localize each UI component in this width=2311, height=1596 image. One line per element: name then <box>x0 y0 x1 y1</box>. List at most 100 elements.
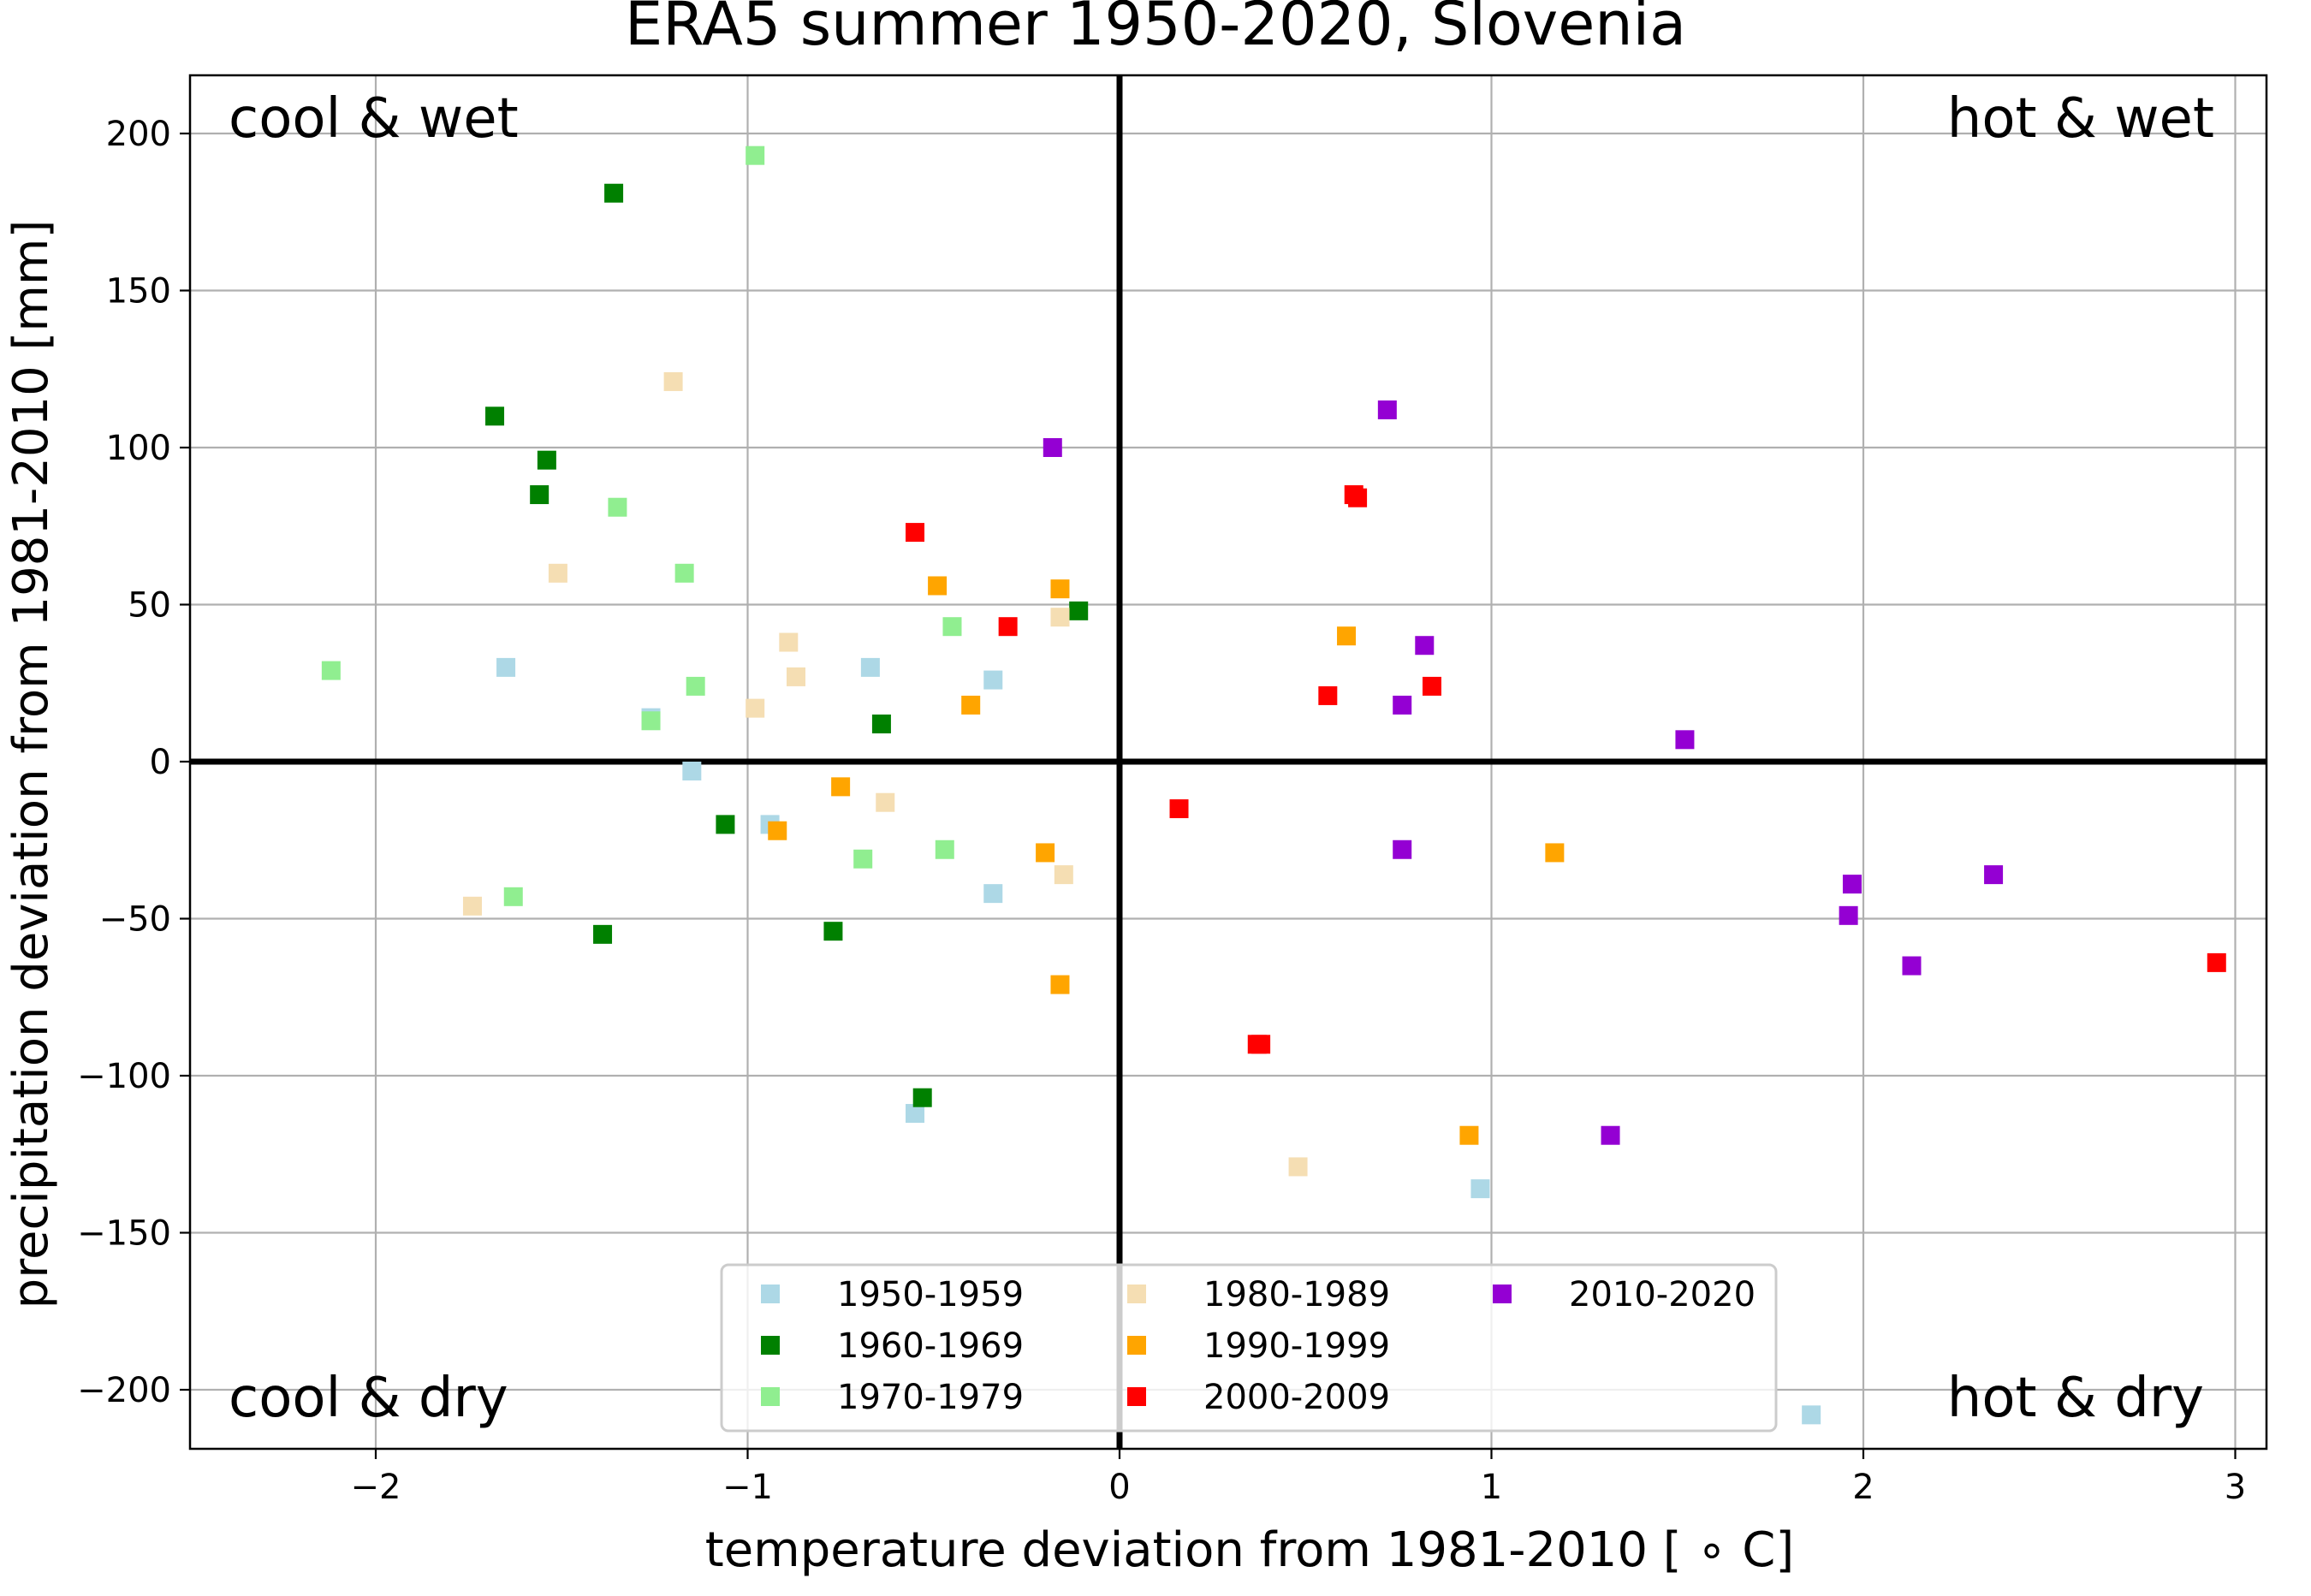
data-point <box>860 657 880 677</box>
data-point <box>1802 1405 1821 1425</box>
data-point <box>1459 1125 1479 1145</box>
data-point <box>1377 400 1397 419</box>
y-axis-label: precipitation deviation from 1981-2010 [… <box>3 220 59 1309</box>
legend-marker <box>1127 1285 1146 1303</box>
legend-item: 2000-2009 <box>1127 1378 1390 1417</box>
data-point <box>1043 438 1062 457</box>
x-tick-label: −2 <box>351 1468 401 1507</box>
x-tick-label: −1 <box>722 1468 773 1507</box>
chart-title: ERA5 summer 1950-2020, Slovenia <box>625 0 1686 59</box>
legend-label: 1980-1989 <box>1203 1275 1390 1314</box>
data-point <box>1069 601 1089 620</box>
y-tick-label: −150 <box>77 1214 171 1254</box>
data-point <box>537 450 556 470</box>
axis-ticks: −2 −1 0 1 2 3 −200 −150 −100 −50 0 50 100 150 200 <box>77 115 2246 1507</box>
data-point <box>746 698 765 718</box>
data-point <box>682 762 702 781</box>
data-point <box>942 617 962 637</box>
data-point <box>1839 905 1858 925</box>
data-point <box>1984 865 2004 885</box>
quadrant-label-cool-wet: cool & wet <box>229 87 519 151</box>
series-1980-1989 <box>462 371 1308 1177</box>
legend-marker <box>1127 1387 1146 1406</box>
data-point <box>1415 636 1435 656</box>
data-point <box>906 523 925 543</box>
data-point <box>876 792 895 812</box>
data-point <box>496 657 516 677</box>
data-point <box>1422 676 1441 696</box>
series-1970-1979 <box>321 145 962 906</box>
data-point <box>1393 840 1412 859</box>
y-tick-label: −100 <box>77 1057 171 1096</box>
series-2010-2020 <box>1043 400 2004 1145</box>
quadrant-label-cool-dry: cool & dry <box>229 1367 508 1430</box>
data-point <box>1675 730 1695 750</box>
data-point <box>961 695 981 715</box>
data-point <box>321 661 341 680</box>
data-point <box>912 1088 932 1107</box>
data-point <box>906 1104 925 1124</box>
data-point <box>1036 843 1055 863</box>
data-point <box>831 777 851 797</box>
data-point <box>983 670 1003 690</box>
data-point <box>503 887 523 906</box>
legend-label: 2010-2020 <box>1569 1275 1756 1314</box>
data-point <box>1318 685 1338 705</box>
legend-marker <box>1127 1336 1146 1355</box>
data-point <box>663 371 683 391</box>
data-point <box>1251 1035 1271 1054</box>
y-tick-label: −50 <box>99 900 171 940</box>
data-point <box>641 711 661 731</box>
legend-label: 1990-1999 <box>1203 1326 1390 1366</box>
data-point <box>462 896 482 916</box>
data-point <box>786 667 805 686</box>
data-point <box>779 632 799 652</box>
x-tick-label: 3 <box>2225 1468 2246 1507</box>
y-tick-label: 50 <box>128 586 171 626</box>
data-point <box>1050 975 1070 994</box>
legend-label: 1950-1959 <box>837 1275 1024 1314</box>
quadrant-label-hot-dry: hot & dry <box>1947 1367 2204 1430</box>
x-tick-label: 0 <box>1108 1468 1130 1507</box>
data-point <box>871 714 891 733</box>
x-tick-label: 1 <box>1481 1468 1502 1507</box>
legend-label: 1960-1969 <box>837 1326 1024 1366</box>
data-point <box>2207 952 2226 972</box>
data-point <box>1470 1179 1490 1199</box>
data-point <box>1050 579 1070 599</box>
data-point <box>548 563 567 583</box>
data-point <box>1348 488 1368 507</box>
legend-marker <box>761 1387 780 1406</box>
legend-item: 1950-1959 <box>761 1275 1024 1314</box>
legend-item: 1980-1989 <box>1127 1275 1390 1314</box>
quadrant-label-hot-wet: hot & wet <box>1947 87 2214 151</box>
data-point <box>998 617 1018 637</box>
data-point <box>853 849 873 869</box>
legend-item: 1970-1979 <box>761 1378 1024 1417</box>
data-point <box>716 815 735 834</box>
data-point <box>1545 843 1565 863</box>
data-point <box>1902 956 1922 976</box>
data-points <box>321 145 2226 1425</box>
legend-item: 1990-1999 <box>1127 1326 1390 1366</box>
data-point <box>593 924 613 944</box>
data-point <box>1601 1125 1620 1145</box>
series-1990-1999 <box>768 576 1565 1145</box>
x-axis-label: temperature deviation from 1981-2010 [ ∘… <box>705 1522 1795 1578</box>
data-point <box>1050 608 1070 627</box>
data-point <box>746 145 765 165</box>
legend-items: 1950-1959 1960-1969 1970-1979 1980-1989 1990… <box>761 1275 1756 1417</box>
y-tick-label: 200 <box>106 115 171 154</box>
data-point <box>608 497 627 517</box>
x-tick-label: 2 <box>1852 1468 1874 1507</box>
series-1960-1969 <box>485 183 1089 1107</box>
data-point <box>1054 865 1073 885</box>
data-point <box>1842 875 1862 894</box>
legend-box <box>720 1263 1778 1433</box>
data-point <box>768 821 787 840</box>
legend-item: 1960-1969 <box>761 1326 1024 1366</box>
data-point <box>983 884 1003 904</box>
legend-marker <box>761 1285 780 1303</box>
data-point <box>1169 799 1189 819</box>
